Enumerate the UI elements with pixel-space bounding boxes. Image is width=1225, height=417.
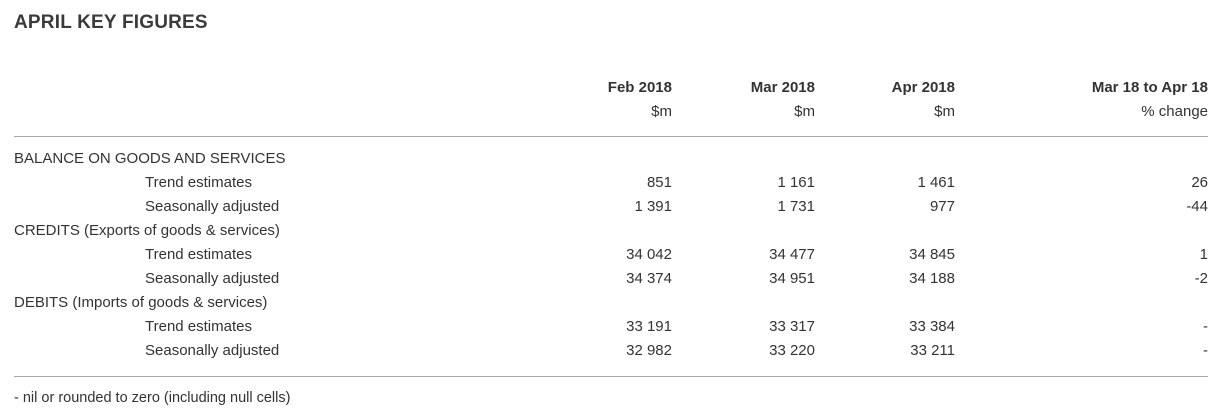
row-label: Trend estimates bbox=[145, 246, 252, 263]
header-divider bbox=[14, 136, 1208, 137]
column-header-apr-2018: Apr 2018 bbox=[891, 79, 955, 96]
cell-apr: 33 384 bbox=[909, 318, 955, 335]
table-row: Trend estimates 34 042 34 477 34 845 1 bbox=[14, 243, 1208, 267]
unit-apr: $m bbox=[934, 103, 955, 120]
table-row-section-balance: BALANCE ON GOODS AND SERVICES bbox=[14, 147, 1208, 171]
table-row-section-credits: CREDITS (Exports of goods & services) bbox=[14, 219, 1208, 243]
table-row: Trend estimates 851 1 161 1 461 26 bbox=[14, 171, 1208, 195]
cell-mar: 1 161 bbox=[777, 174, 815, 191]
row-label: Trend estimates bbox=[145, 318, 252, 335]
table-body: BALANCE ON GOODS AND SERVICES Trend esti… bbox=[14, 137, 1208, 363]
cell-feb: 33 191 bbox=[626, 318, 672, 335]
cell-apr: 34 188 bbox=[909, 270, 955, 287]
cell-apr: 34 845 bbox=[909, 246, 955, 263]
footnote: - nil or rounded to zero (including null… bbox=[14, 390, 291, 406]
table-row: Seasonally adjusted 1 391 1 731 977 -44 bbox=[14, 195, 1208, 219]
cell-mar: 33 220 bbox=[769, 342, 815, 359]
cell-mar: 33 317 bbox=[769, 318, 815, 335]
cell-feb: 34 042 bbox=[626, 246, 672, 263]
cell-change: - bbox=[1203, 342, 1208, 359]
section-label: DEBITS (Imports of goods & services) bbox=[14, 294, 268, 311]
table-row: Trend estimates 33 191 33 317 33 384 - bbox=[14, 315, 1208, 339]
cell-apr: 33 211 bbox=[910, 342, 955, 359]
cell-change: -44 bbox=[1186, 198, 1208, 215]
row-label: Seasonally adjusted bbox=[145, 270, 280, 287]
cell-apr: 1 461 bbox=[917, 174, 955, 191]
cell-change: 1 bbox=[1199, 246, 1208, 263]
cell-feb: 34 374 bbox=[626, 270, 672, 287]
cell-feb: 1 391 bbox=[634, 198, 672, 215]
cell-mar: 34 477 bbox=[769, 246, 815, 263]
cell-mar: 34 951 bbox=[769, 270, 815, 287]
column-header-mar-to-apr: Mar 18 to Apr 18 bbox=[1091, 79, 1208, 96]
cell-change: - bbox=[1203, 318, 1208, 335]
table-units-row: $m $m $m % change bbox=[14, 102, 1208, 122]
section-label: CREDITS (Exports of goods & services) bbox=[14, 222, 280, 239]
cell-apr: 977 bbox=[929, 198, 955, 215]
cell-feb: 32 982 bbox=[626, 342, 672, 359]
row-label: Seasonally adjusted bbox=[145, 198, 280, 215]
cell-mar: 1 731 bbox=[777, 198, 815, 215]
table-row-section-debits: DEBITS (Imports of goods & services) bbox=[14, 291, 1208, 315]
cell-change: 26 bbox=[1191, 174, 1208, 191]
column-header-feb-2018: Feb 2018 bbox=[607, 79, 672, 96]
column-header-mar-2018: Mar 2018 bbox=[750, 79, 815, 96]
row-label: Seasonally adjusted bbox=[145, 342, 280, 359]
unit-mar: $m bbox=[794, 103, 815, 120]
cell-change: -2 bbox=[1194, 270, 1208, 287]
table-row: Seasonally adjusted 34 374 34 951 34 188… bbox=[14, 267, 1208, 291]
row-label: Trend estimates bbox=[145, 174, 252, 191]
unit-change: % change bbox=[1141, 103, 1208, 120]
cell-feb: 851 bbox=[646, 174, 672, 191]
table-header-row: Feb 2018 Mar 2018 Apr 2018 Mar 18 to Apr… bbox=[14, 78, 1208, 98]
page-title: APRIL KEY FIGURES bbox=[14, 12, 208, 33]
section-label: BALANCE ON GOODS AND SERVICES bbox=[14, 150, 286, 167]
table-row: Seasonally adjusted 32 982 33 220 33 211… bbox=[14, 339, 1208, 363]
unit-feb: $m bbox=[651, 103, 672, 120]
footer-divider bbox=[14, 376, 1208, 377]
key-figures-table: Feb 2018 Mar 2018 Apr 2018 Mar 18 to Apr… bbox=[14, 78, 1208, 377]
